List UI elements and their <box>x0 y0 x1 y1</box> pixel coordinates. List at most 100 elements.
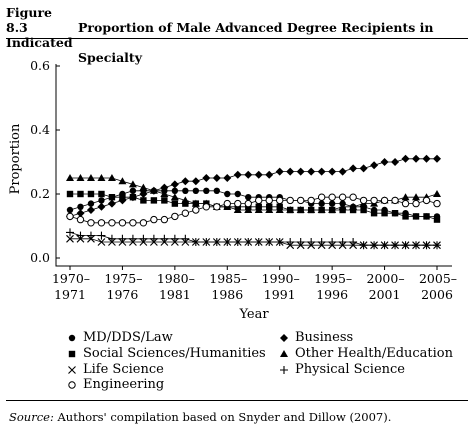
data-point <box>171 187 179 194</box>
data-point <box>86 206 95 214</box>
data-point <box>129 194 137 201</box>
data-point <box>359 196 368 205</box>
data-point <box>119 194 126 201</box>
data-point <box>77 190 84 198</box>
data-point <box>87 219 95 227</box>
data-point <box>182 200 189 207</box>
data-point <box>149 186 158 194</box>
data-point <box>87 200 95 207</box>
legend-marker <box>68 381 76 389</box>
data-point <box>118 177 127 185</box>
data-point <box>265 238 274 246</box>
data-point <box>401 199 410 208</box>
data-point <box>349 202 358 210</box>
x-tick-label: 2000– <box>367 271 405 286</box>
legend-label: Physical Science <box>295 362 405 377</box>
data-point <box>66 228 74 237</box>
data-point <box>412 193 421 201</box>
legend-label: Engineering <box>83 377 165 392</box>
data-point <box>245 194 252 201</box>
y-tick-label: 0.0 <box>30 250 50 265</box>
title-rule <box>6 38 468 39</box>
data-point <box>192 187 200 194</box>
data-point <box>76 231 85 240</box>
data-point <box>370 161 379 170</box>
data-point <box>223 199 231 208</box>
data-point <box>286 167 295 176</box>
data-point <box>391 196 399 205</box>
data-point <box>339 206 346 214</box>
series-social-sciences-humanities <box>66 190 441 223</box>
data-point <box>328 193 336 201</box>
data-point <box>202 203 211 211</box>
data-point <box>402 213 409 220</box>
source-label: Source: <box>9 410 54 424</box>
data-point <box>139 190 148 198</box>
x-tick-label: 1990– <box>262 271 300 286</box>
legend-marker-shape <box>68 381 76 389</box>
data-point <box>401 193 410 201</box>
data-point <box>317 238 326 246</box>
data-point <box>391 210 399 217</box>
data-point <box>213 203 221 211</box>
data-point <box>170 193 179 201</box>
data-point <box>192 206 200 214</box>
legend-label: Other Health/Education <box>295 346 454 361</box>
data-point <box>391 158 400 166</box>
data-point <box>265 170 274 179</box>
data-point <box>254 206 263 213</box>
data-point <box>276 196 284 205</box>
x-tick-label: 1995– <box>314 271 352 286</box>
x-tick-label: 2005– <box>419 271 457 286</box>
data-point <box>433 190 441 197</box>
data-point <box>223 174 232 182</box>
data-point <box>118 234 127 243</box>
series-physical-science <box>66 228 441 250</box>
data-point <box>66 212 74 221</box>
legend-marker <box>280 350 288 357</box>
data-point <box>307 238 316 246</box>
data-point <box>181 234 190 243</box>
x-tick-label: 1970– <box>52 271 90 286</box>
data-point <box>433 154 441 163</box>
data-point <box>317 193 326 201</box>
legend-label: Business <box>295 330 354 345</box>
data-point <box>97 202 106 211</box>
data-point <box>370 241 379 250</box>
data-point <box>203 187 210 194</box>
data-point <box>97 238 106 246</box>
data-point <box>128 234 137 243</box>
data-point <box>160 215 169 224</box>
data-point <box>66 174 74 181</box>
data-point <box>359 164 368 173</box>
data-point <box>296 206 305 213</box>
data-point <box>412 213 420 220</box>
data-point <box>255 196 263 205</box>
data-point <box>433 216 441 223</box>
x-tick-label: 1971 <box>54 287 86 302</box>
series-engineering <box>66 193 441 227</box>
data-point <box>422 154 431 163</box>
data-point <box>171 200 179 207</box>
data-point <box>98 197 105 204</box>
data-point <box>191 177 200 186</box>
data-point <box>338 202 347 210</box>
data-point <box>296 196 305 205</box>
data-point <box>212 238 221 246</box>
data-point <box>244 199 252 208</box>
data-point <box>349 206 357 214</box>
data-point <box>286 196 294 205</box>
data-point <box>338 238 347 246</box>
data-point <box>244 170 253 179</box>
data-point <box>129 219 137 227</box>
data-point <box>181 196 190 204</box>
data-point <box>139 183 148 191</box>
data-point <box>202 174 211 182</box>
data-point <box>234 190 241 198</box>
x-tick-label: 1975– <box>104 271 142 286</box>
data-point <box>338 193 347 201</box>
data-point <box>380 158 389 166</box>
data-point <box>191 238 200 246</box>
x-axis-label: Year <box>238 307 269 322</box>
